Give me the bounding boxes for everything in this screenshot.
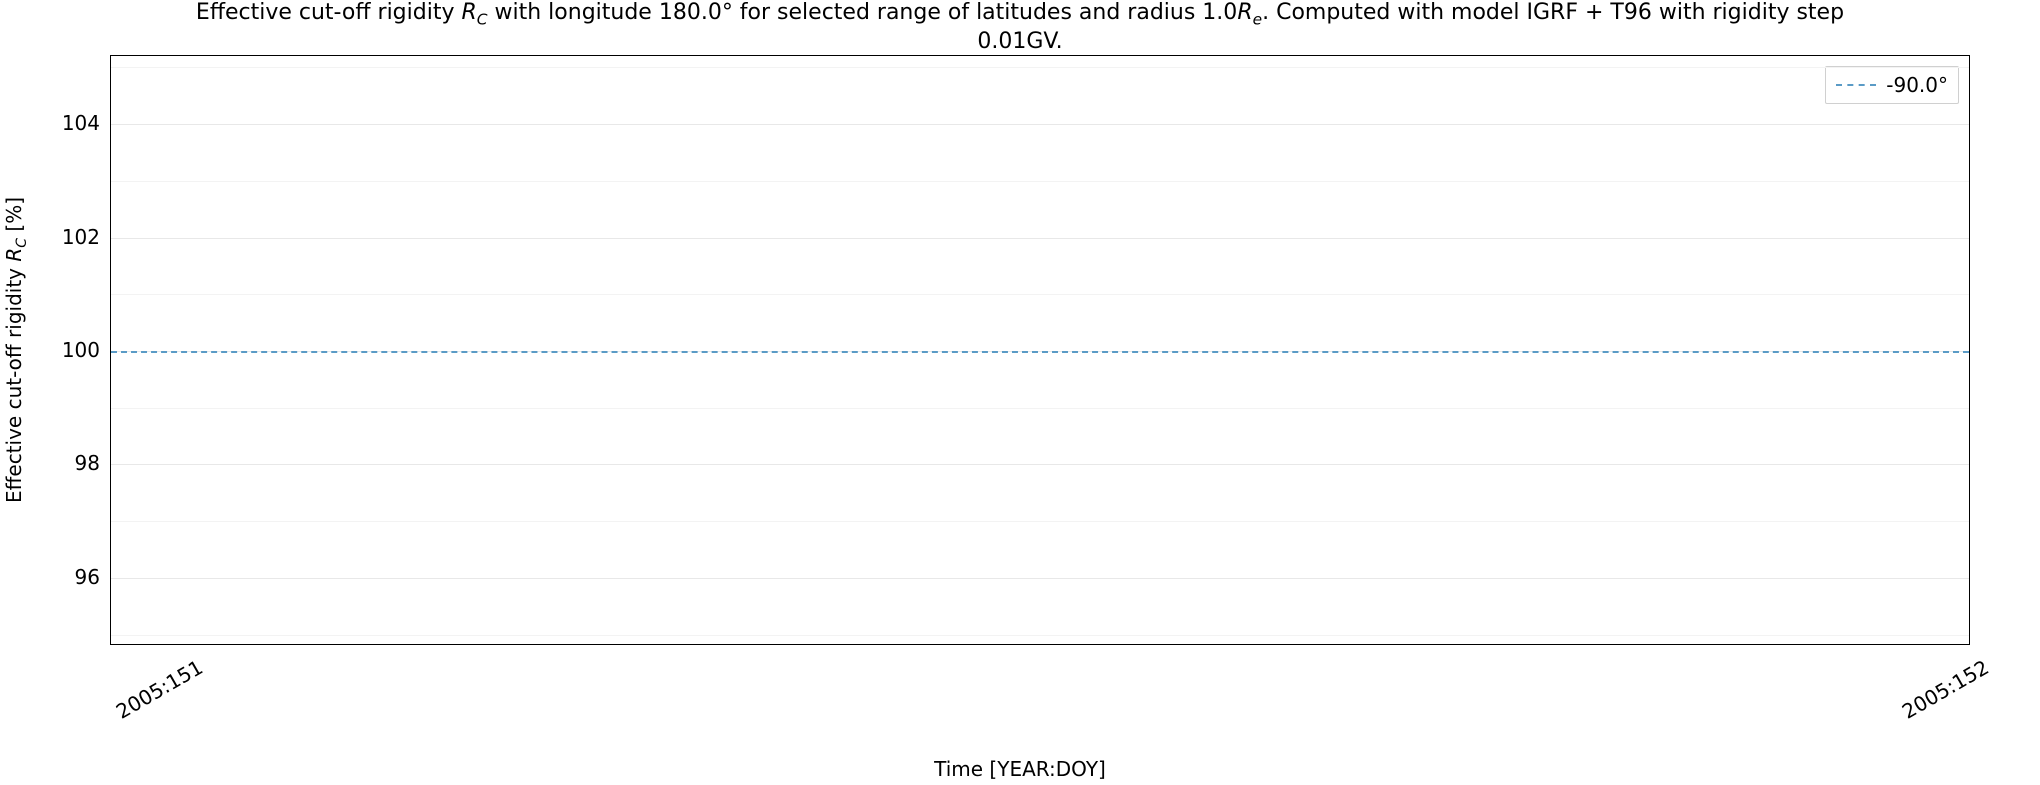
y-tick-label: 98: [10, 451, 100, 475]
title-text: with longitude 180.0° for selected range…: [488, 0, 1238, 25]
gridline-minor: [111, 521, 1969, 522]
y-tick-label: 100: [10, 338, 100, 362]
y-tick-label: 102: [10, 225, 100, 249]
x-tick-label: 2005:152: [1898, 655, 1993, 724]
gridline-minor: [111, 67, 1969, 68]
title-sym2: R: [1237, 0, 1252, 25]
title-text: Effective cut-off rigidity: [196, 0, 462, 25]
plot-area: -90.0°: [110, 55, 1970, 645]
x-tick-label: 2005:151: [112, 655, 207, 724]
ylabel-sym: R: [2, 248, 26, 262]
title-sub: C: [477, 10, 488, 28]
title-line2: 0.01GV.: [80, 29, 1960, 55]
gridline-minor: [111, 294, 1969, 295]
series-line: [111, 351, 1969, 353]
legend-label: -90.0°: [1886, 73, 1948, 97]
title-text: . Computed with model IGRF + T96 with ri…: [1262, 0, 1844, 25]
x-axis-label: Time [YEAR:DOY]: [0, 757, 2040, 781]
y-tick-label: 104: [10, 111, 100, 135]
title-sym: R: [461, 0, 476, 25]
y-tick-label: 96: [10, 565, 100, 589]
title-sub2: e: [1253, 10, 1262, 28]
chart-stage: Effective cut-off rigidity RC with longi…: [0, 0, 2040, 785]
legend: -90.0°: [1825, 66, 1959, 104]
gridline-minor: [111, 408, 1969, 409]
gridline-minor: [111, 181, 1969, 182]
gridline-major: [111, 578, 1969, 579]
chart-title: Effective cut-off rigidity RC with longi…: [0, 0, 2040, 55]
gridline-major: [111, 238, 1969, 239]
gridline-minor: [111, 635, 1969, 636]
gridline-major: [111, 464, 1969, 465]
gridline-major: [111, 124, 1969, 125]
legend-swatch: [1836, 84, 1876, 86]
